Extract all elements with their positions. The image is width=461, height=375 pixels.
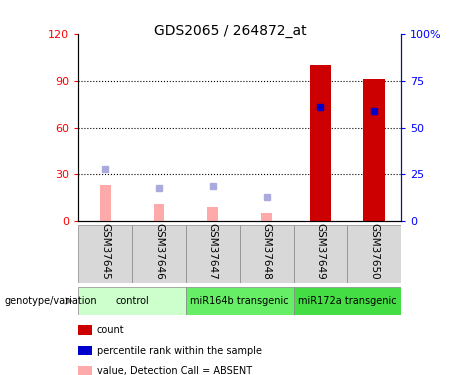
Text: GSM37648: GSM37648 bbox=[261, 223, 272, 279]
Text: GDS2065 / 264872_at: GDS2065 / 264872_at bbox=[154, 24, 307, 38]
Text: control: control bbox=[115, 296, 149, 306]
Bar bbox=[132, 225, 186, 283]
Bar bbox=[310, 65, 331, 221]
Text: percentile rank within the sample: percentile rank within the sample bbox=[97, 346, 262, 355]
Bar bbox=[294, 287, 401, 315]
Bar bbox=[186, 225, 240, 283]
Bar bbox=[363, 79, 385, 221]
Bar bbox=[78, 366, 92, 375]
Text: GSM37647: GSM37647 bbox=[208, 223, 218, 279]
Bar bbox=[294, 225, 347, 283]
Bar bbox=[186, 287, 294, 315]
Text: miR172a transgenic: miR172a transgenic bbox=[298, 296, 396, 306]
Bar bbox=[100, 185, 111, 221]
Bar bbox=[78, 346, 92, 355]
Text: value, Detection Call = ABSENT: value, Detection Call = ABSENT bbox=[97, 366, 252, 375]
Text: GSM37650: GSM37650 bbox=[369, 223, 379, 279]
Text: count: count bbox=[97, 325, 124, 335]
Bar bbox=[207, 207, 218, 221]
Text: GSM37649: GSM37649 bbox=[315, 223, 325, 279]
Text: GSM37645: GSM37645 bbox=[100, 223, 110, 279]
Text: genotype/variation: genotype/variation bbox=[5, 296, 97, 306]
Bar bbox=[78, 287, 186, 315]
Bar bbox=[347, 225, 401, 283]
Text: miR164b transgenic: miR164b transgenic bbox=[190, 296, 289, 306]
Bar bbox=[78, 325, 92, 334]
Bar bbox=[240, 225, 294, 283]
Text: GSM37646: GSM37646 bbox=[154, 223, 164, 279]
Bar bbox=[154, 204, 165, 221]
Bar bbox=[261, 213, 272, 221]
Bar bbox=[78, 225, 132, 283]
